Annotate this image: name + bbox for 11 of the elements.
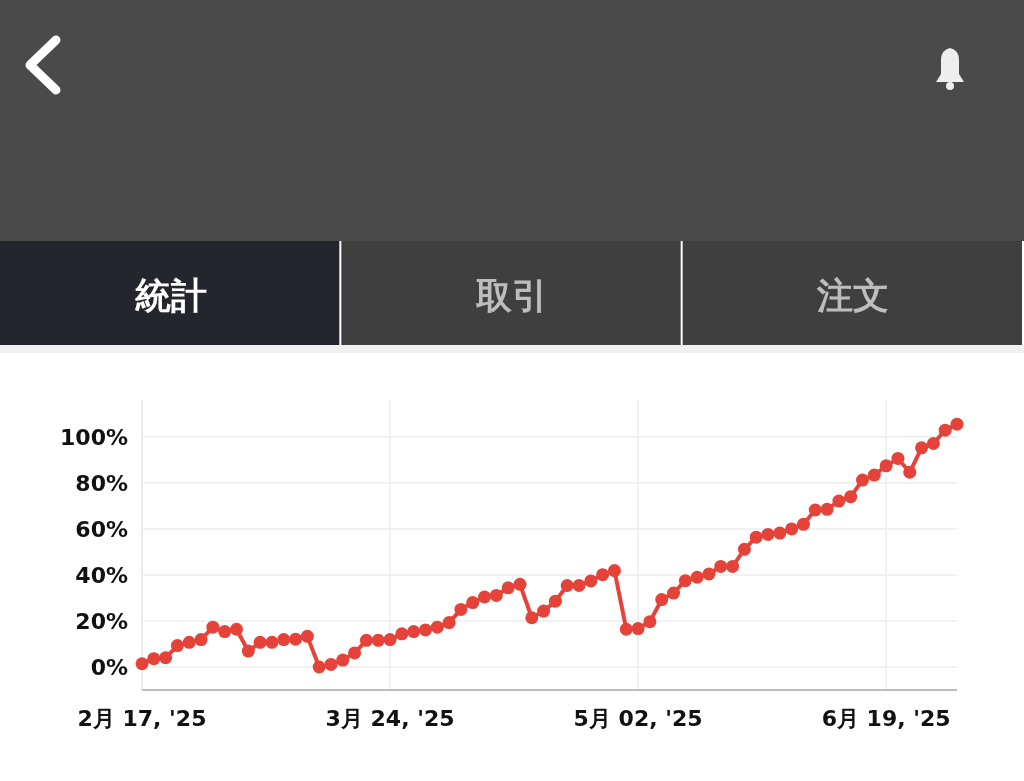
x-tick-label: 5月 02, '25: [573, 706, 703, 731]
y-tick-label: 100%: [60, 424, 128, 450]
x-tick-label: 2月 17, '25: [77, 706, 207, 731]
x-tick-label: 3月 24, '25: [325, 706, 455, 731]
y-tick-label: 20%: [75, 608, 128, 634]
x-tick-label: 6月 19, '25: [821, 706, 951, 731]
tabs: 統計 取引 注文: [0, 241, 1022, 345]
y-tick-label: 80%: [75, 470, 128, 496]
y-tick-label: 60%: [75, 516, 128, 542]
y-tick-label: 0%: [90, 654, 128, 680]
y-tick-label: 40%: [75, 562, 128, 588]
